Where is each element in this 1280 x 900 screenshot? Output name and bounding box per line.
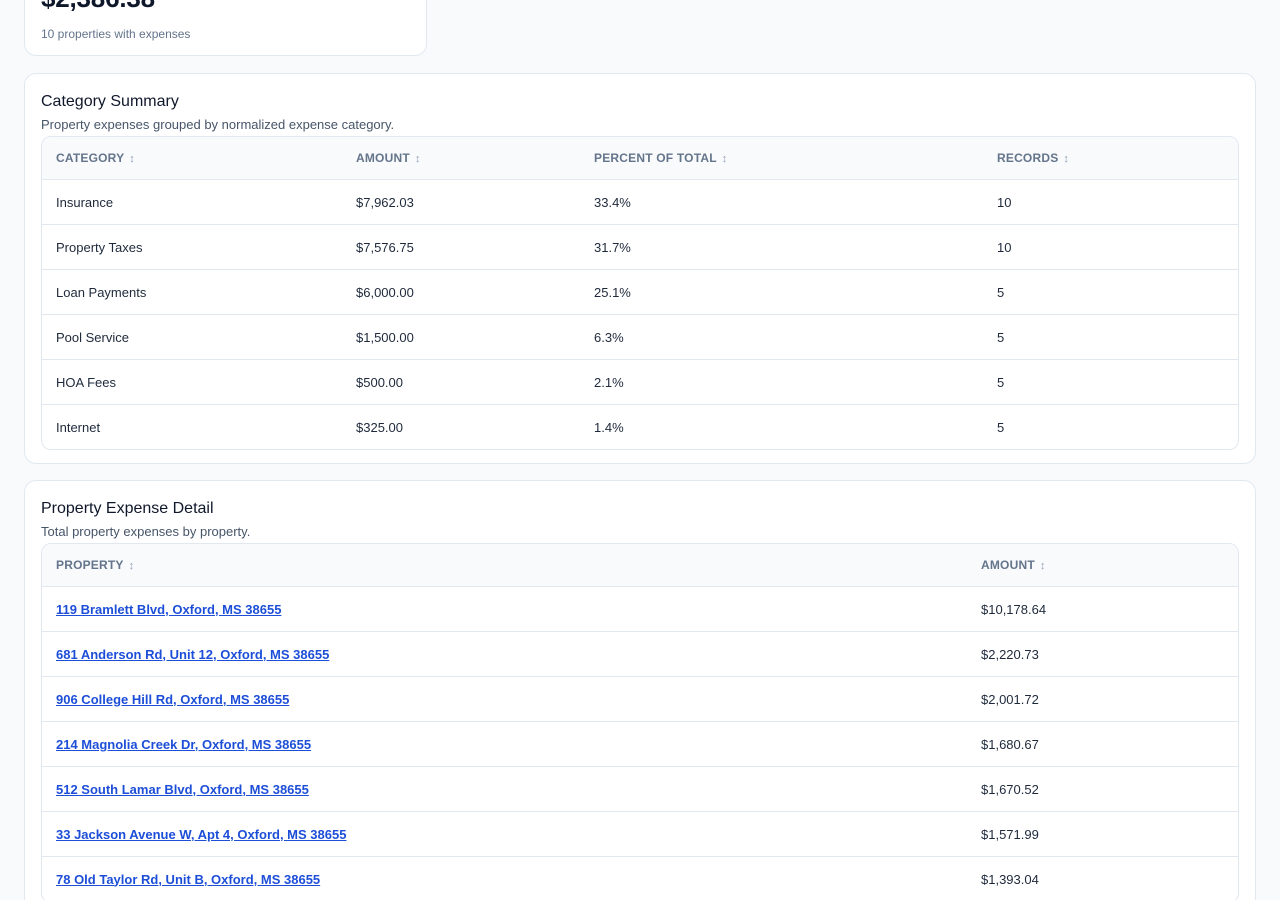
amount-cell: $1,680.67 <box>967 721 1238 767</box>
records-cell: 10 <box>983 224 1238 270</box>
sort-icon: ↕ <box>721 153 728 165</box>
percent-cell: 33.4% <box>580 179 983 225</box>
amount-cell: $500.00 <box>342 359 580 405</box>
category-table: CATEGORY ↕ AMOUNT ↕ PERCENT OF TOTAL ↕ RECO… <box>42 137 1238 449</box>
category-cell: Insurance <box>42 179 342 225</box>
amount-cell: $1,670.52 <box>967 766 1238 812</box>
sort-icon: ↕ <box>1039 560 1046 572</box>
section-description: Total property expenses by property. <box>41 524 251 539</box>
amount-cell: $325.00 <box>356 419 403 435</box>
property-link[interactable]: 119 Bramlett Blvd, Oxford, MS 38655 <box>56 601 282 617</box>
column-header-percent[interactable]: PERCENT OF TOTAL ↕ <box>580 137 983 180</box>
table-row: 33 Jackson Avenue W, Apt 4, Oxford, MS 3… <box>42 811 1238 857</box>
section-title: Property Expense Detail <box>41 500 214 517</box>
summary-card: $2,386.38 10 properties with expenses <box>24 0 427 56</box>
property-link[interactable]: 33 Jackson Avenue W, Apt 4, Oxford, MS 3… <box>56 826 347 842</box>
percent-cell: 31.7% <box>580 224 983 270</box>
table-row: 512 South Lamar Blvd, Oxford, MS 38655 $… <box>42 766 1238 812</box>
sort-icon: ↕ <box>129 153 135 165</box>
property-table: PROPERTY ↕ AMOUNT ↕ 119 Bramlett Blvd, Oxf… <box>42 544 1238 900</box>
table-row: Internet $325.00 1.4% 5 <box>42 405 1238 450</box>
amount-cell: $6,000.00 <box>342 269 580 315</box>
records-cell: 5 <box>983 269 1238 315</box>
sort-icon: ↕ <box>1063 153 1070 165</box>
amount-cell: $2,001.72 <box>967 676 1238 722</box>
summary-subtitle: 10 properties with expenses <box>41 27 191 41</box>
property-link[interactable]: 512 South Lamar Blvd, Oxford, MS 38655 <box>56 781 309 797</box>
amount-cell: $1,571.99 <box>967 811 1238 857</box>
table-row: 78 Old Taylor Rd, Unit B, Oxford, MS 386… <box>42 856 1238 900</box>
percent-cell: 2.1% <box>580 359 983 405</box>
amount-cell: $2,220.73 <box>967 631 1238 677</box>
section-title: Category Summary <box>41 93 179 110</box>
percent-cell: 25.1% <box>580 269 983 315</box>
total-value: $2,386.38 <box>41 0 155 13</box>
column-header-category[interactable]: CATEGORY ↕ <box>42 137 342 180</box>
table-row: Loan Payments $6,000.00 25.1% 5 <box>42 269 1238 315</box>
sort-icon: ↕ <box>414 153 421 165</box>
amount-cell: $7,962.03 <box>342 179 580 225</box>
sort-icon: ↕ <box>128 560 135 572</box>
property-detail-card: Property Expense Detail Total property e… <box>24 480 1256 900</box>
category-summary-card: Category Summary Property expenses group… <box>24 73 1256 464</box>
percent-cell: 6.3% <box>580 314 983 360</box>
category-cell: Property Taxes <box>42 224 342 270</box>
records-cell: 10 <box>983 179 1238 225</box>
table-row: 119 Bramlett Blvd, Oxford, MS 38655 $10,… <box>42 586 1238 632</box>
category-cell: Loan Payments <box>42 269 342 315</box>
property-table-container: PROPERTY ↕ AMOUNT ↕ 119 Bramlett Blvd, Oxf… <box>41 543 1239 900</box>
table-row: 681 Anderson Rd, Unit 12, Oxford, MS 386… <box>42 631 1238 677</box>
column-header-records[interactable]: RECORDS ↕ <box>983 137 1238 180</box>
table-row: Property Taxes $7,576.75 31.7% 10 <box>42 224 1238 270</box>
table-header-row: CATEGORY ↕ AMOUNT ↕ PERCENT OF TOTAL ↕ RECO… <box>42 137 1238 180</box>
column-header-amount[interactable]: AMOUNT ↕ <box>967 544 1238 587</box>
amount-cell: $10,178.64 <box>967 586 1238 632</box>
records-cell: 5 <box>983 359 1238 405</box>
records-cell: 5 <box>997 419 1005 435</box>
percent-cell: 1.4% <box>594 419 624 435</box>
property-link[interactable]: 78 Old Taylor Rd, Unit B, Oxford, MS 386… <box>56 871 321 887</box>
category-table-container: CATEGORY ↕ AMOUNT ↕ PERCENT OF TOTAL ↕ RECO… <box>41 136 1239 450</box>
table-row: Pool Service $1,500.00 6.3% 5 <box>42 314 1238 360</box>
amount-cell: $1,393.04 <box>967 856 1238 900</box>
column-header-property[interactable]: PROPERTY ↕ <box>42 544 967 587</box>
amount-cell: $7,576.75 <box>342 224 580 270</box>
category-cell: Pool Service <box>42 314 342 360</box>
column-header-amount[interactable]: AMOUNT ↕ <box>342 137 580 180</box>
records-cell: 5 <box>983 314 1238 360</box>
table-row: 906 College Hill Rd, Oxford, MS 38655 $2… <box>42 676 1238 722</box>
table-header-row: PROPERTY ↕ AMOUNT ↕ <box>42 544 1238 587</box>
property-link[interactable]: 906 College Hill Rd, Oxford, MS 38655 <box>56 691 290 707</box>
table-row: 214 Magnolia Creek Dr, Oxford, MS 38655 … <box>42 721 1238 767</box>
property-link[interactable]: 214 Magnolia Creek Dr, Oxford, MS 38655 <box>56 736 312 752</box>
category-cell: HOA Fees <box>42 359 342 405</box>
section-description: Property expenses grouped by normalized … <box>41 117 395 132</box>
table-row: HOA Fees $500.00 2.1% 5 <box>42 359 1238 405</box>
category-cell: Internet <box>56 419 101 435</box>
table-row: Insurance $7,962.03 33.4% 10 <box>42 179 1238 225</box>
property-link[interactable]: 681 Anderson Rd, Unit 12, Oxford, MS 386… <box>56 646 330 662</box>
amount-cell: $1,500.00 <box>342 314 580 360</box>
